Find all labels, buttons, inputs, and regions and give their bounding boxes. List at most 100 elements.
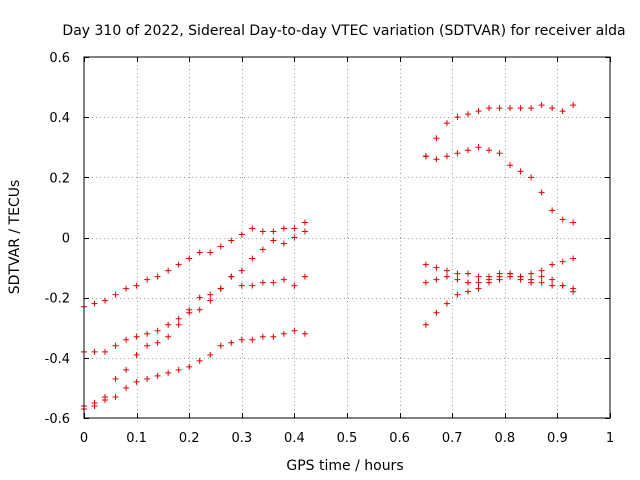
- data-point: [123, 384, 130, 391]
- data-point: [464, 147, 471, 154]
- data-point: [123, 285, 130, 292]
- data-point: [133, 333, 140, 340]
- data-point: [249, 282, 256, 289]
- data-point: [280, 330, 287, 337]
- data-point: [496, 150, 503, 157]
- data-point: [496, 273, 503, 280]
- data-point: [175, 315, 182, 322]
- y-tick-label: -0.2: [45, 292, 70, 307]
- data-point: [464, 111, 471, 118]
- data-point: [238, 282, 245, 289]
- y-tick-label: -0.6: [45, 412, 70, 427]
- data-point: [301, 228, 308, 235]
- x-tick-label: 0.7: [442, 431, 463, 446]
- data-point: [528, 270, 535, 277]
- data-point: [207, 291, 214, 298]
- series-track-3-late: [422, 255, 577, 280]
- data-point: [443, 153, 450, 160]
- data-point: [165, 321, 172, 328]
- series-track-1-morning: [81, 219, 308, 310]
- data-point: [270, 237, 277, 244]
- x-tick-label: 0.6: [389, 431, 410, 446]
- data-point: [112, 393, 119, 400]
- data-point: [238, 231, 245, 238]
- data-point: [454, 291, 461, 298]
- data-point: [238, 267, 245, 274]
- data-point: [549, 105, 556, 112]
- x-tick-label: 0.1: [126, 431, 147, 446]
- data-point: [507, 270, 514, 277]
- data-point: [538, 279, 545, 286]
- data-point: [112, 342, 119, 349]
- data-point: [144, 330, 151, 337]
- data-point: [443, 120, 450, 127]
- data-point: [196, 357, 203, 364]
- data-point: [217, 342, 224, 349]
- data-point: [196, 294, 203, 301]
- data-point: [217, 285, 224, 292]
- data-point: [112, 375, 119, 382]
- data-point: [154, 273, 161, 280]
- data-point: [186, 255, 193, 262]
- grid-lines: [84, 57, 610, 418]
- data-point: [102, 348, 109, 355]
- data-point: [238, 336, 245, 343]
- data-point: [207, 351, 214, 358]
- data-point: [570, 102, 577, 109]
- data-point: [301, 330, 308, 337]
- data-point: [102, 297, 109, 304]
- data-point: [196, 249, 203, 256]
- data-point: [270, 228, 277, 235]
- data-point: [443, 273, 450, 280]
- y-tick-label: 0.4: [49, 111, 70, 126]
- x-tick-label: 0.8: [494, 431, 515, 446]
- data-point: [475, 273, 482, 280]
- data-point: [154, 339, 161, 346]
- data-point: [270, 279, 277, 286]
- data-point: [91, 402, 98, 409]
- data-point: [559, 282, 566, 289]
- data-point: [259, 279, 266, 286]
- y-tick-label: 0: [62, 232, 70, 247]
- data-point: [454, 150, 461, 157]
- data-point: [422, 321, 429, 328]
- x-tick-label: 1: [606, 431, 614, 446]
- data-point: [570, 219, 577, 226]
- data-point: [528, 105, 535, 112]
- data-point: [549, 207, 556, 214]
- data-point: [91, 300, 98, 307]
- data-point: [443, 300, 450, 307]
- data-point: [464, 288, 471, 295]
- data-point: [207, 249, 214, 256]
- data-point: [475, 285, 482, 292]
- data-point: [249, 255, 256, 262]
- data-point: [228, 339, 235, 346]
- data-point: [528, 276, 535, 283]
- data-point: [443, 267, 450, 274]
- data-point: [549, 276, 556, 283]
- data-point: [301, 273, 308, 280]
- data-point: [291, 234, 298, 241]
- data-point: [270, 333, 277, 340]
- data-point: [570, 255, 577, 262]
- data-point: [228, 273, 235, 280]
- data-point: [422, 153, 429, 160]
- data-point: [559, 258, 566, 265]
- x-tick-label: 0: [80, 431, 88, 446]
- data-point: [433, 135, 440, 142]
- data-point: [259, 333, 266, 340]
- data-point: [175, 261, 182, 268]
- data-point: [475, 108, 482, 115]
- data-point: [507, 162, 514, 169]
- data-point: [559, 108, 566, 115]
- y-tick-label: 0.6: [49, 51, 70, 66]
- y-tick-label: -0.4: [45, 352, 70, 367]
- data-point: [280, 225, 287, 232]
- data-point: [486, 105, 493, 112]
- data-point: [517, 273, 524, 280]
- data-point: [517, 105, 524, 112]
- chart-title: Day 310 of 2022, Sidereal Day-to-day VTE…: [62, 23, 625, 39]
- data-point: [249, 225, 256, 232]
- data-point: [217, 243, 224, 250]
